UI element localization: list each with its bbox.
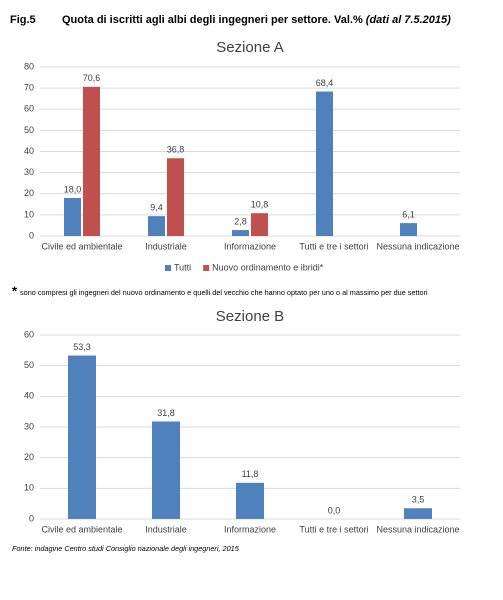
bar — [404, 508, 432, 519]
y-tick-label: 30 — [24, 421, 34, 431]
bar — [316, 91, 333, 236]
fig-title-text: Quota di iscritti agli albi degli ingegn… — [62, 14, 363, 26]
bar — [232, 230, 249, 236]
y-tick-label: 0 — [29, 513, 34, 523]
bar — [64, 197, 81, 236]
y-tick-label: 50 — [24, 360, 34, 370]
value-label: 11,8 — [242, 469, 259, 479]
y-tick-label: 50 — [24, 125, 34, 135]
value-label: 31,8 — [157, 408, 175, 418]
y-tick-label: 60 — [24, 104, 34, 114]
footnote-mark: * — [12, 283, 18, 298]
bar — [148, 216, 165, 236]
y-tick-label: 10 — [24, 209, 34, 219]
chart-title: Sezione B — [216, 308, 284, 325]
value-label: 0,0 — [328, 505, 341, 515]
x-tick-label: Informazione — [224, 524, 276, 534]
y-tick-label: 30 — [24, 167, 34, 177]
footnote: sono compresi gli ingegneri del nuovo or… — [20, 288, 428, 297]
legend-swatch — [203, 265, 210, 271]
fig-label: Fig.5 — [10, 14, 36, 26]
legend-label: Tutti — [174, 262, 191, 272]
y-tick-label: 20 — [24, 452, 34, 462]
x-tick-label: Nessuna indicazione — [376, 524, 459, 534]
x-tick-label: Civile ed ambientale — [41, 524, 122, 534]
fig-date: (dati al 7.5.2015) — [366, 14, 451, 26]
value-label: 6,1 — [402, 209, 415, 219]
x-tick-label: Civile ed ambientale — [41, 241, 122, 251]
bar — [83, 86, 100, 236]
x-tick-label: Tutti e tre i settori — [299, 241, 368, 251]
value-label: 18,0 — [64, 184, 82, 194]
x-tick-label: Industriale — [145, 524, 187, 534]
y-tick-label: 80 — [24, 61, 34, 71]
fig-title: Quota di iscritti agli albi degli ingegn… — [62, 14, 451, 26]
bar — [400, 223, 417, 236]
value-label: 3,5 — [412, 495, 425, 505]
y-tick-label: 0 — [29, 230, 34, 240]
value-label: 9,4 — [150, 203, 163, 213]
bar — [152, 421, 180, 519]
x-tick-label: Nessuna indicazione — [376, 241, 459, 251]
value-label: 36,8 — [167, 145, 185, 155]
value-label: 53,3 — [73, 342, 91, 352]
x-tick-label: Informazione — [224, 241, 276, 251]
legend-swatch — [165, 265, 171, 271]
x-tick-label: Industriale — [145, 241, 187, 251]
source: Fonte: indagine Centro studi Consiglio n… — [12, 544, 240, 553]
bar — [167, 158, 184, 236]
bar — [68, 355, 96, 519]
value-label: 10,8 — [251, 200, 269, 210]
value-label: 70,6 — [83, 73, 101, 83]
y-tick-label: 40 — [24, 146, 34, 156]
value-label: 68,4 — [316, 78, 334, 88]
y-tick-label: 60 — [24, 329, 34, 339]
y-tick-label: 10 — [24, 483, 34, 493]
x-tick-label: Tutti e tre i settori — [299, 524, 368, 534]
legend-label: Nuovo ordinamento e ibridi* — [212, 262, 324, 272]
y-tick-label: 40 — [24, 391, 34, 401]
bar — [236, 482, 264, 519]
bar — [251, 213, 268, 236]
value-label: 2,8 — [234, 216, 247, 226]
chart-title: Sezione A — [216, 39, 284, 56]
y-tick-label: 70 — [24, 83, 34, 93]
y-tick-label: 20 — [24, 188, 34, 198]
